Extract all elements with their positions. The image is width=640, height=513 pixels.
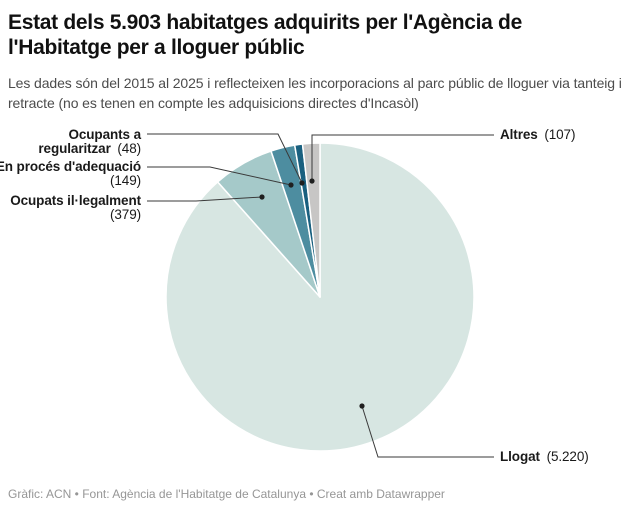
callout-line-llogat: [361, 405, 494, 458]
callout-dot-ocupats-illegalment: [259, 194, 265, 200]
chart-header: Estat dels 5.903 habitatges adquirits pe…: [8, 10, 632, 113]
callout-line: regularitzar (48): [38, 142, 141, 156]
callout-value: (379): [109, 207, 141, 222]
callout-dot-ocupants-a-regularitzar: [299, 180, 305, 186]
callout-label: Ocupats il·legalment: [10, 193, 141, 208]
pie-svg: [147, 133, 494, 458]
callout-line-ocupants-a-regularitzar: [147, 133, 303, 184]
callout-value: (107): [544, 127, 576, 142]
chart-title: Estat dels 5.903 habitatges adquirits pe…: [8, 11, 522, 59]
callout-value: (149): [109, 173, 141, 188]
callout-line: En procés d'adequació: [0, 160, 141, 174]
pie-chart: Ocupants a regularitzar (48) En procés d…: [0, 120, 640, 480]
callout-line: (149): [0, 174, 141, 188]
callout-ocupants-a-regularitzar: Ocupants a regularitzar (48): [38, 128, 141, 156]
callout-en-proces-adequacio: En procés d'adequació (149): [0, 160, 141, 188]
callout-value: (5.220): [546, 449, 589, 464]
pie-slice-altres[interactable]: [301, 142, 321, 298]
callout-line: (379): [10, 208, 141, 222]
callout-line: Ocupats il·legalment: [10, 194, 141, 208]
callout-label: En procés d'adequació: [0, 159, 141, 174]
chart-subtitle: Les dades són del 2015 al 2025 i reflect…: [8, 75, 622, 111]
callout-ocupats-illegalment: Ocupats il·legalment (379): [10, 194, 141, 222]
callout-label: Llogat: [500, 449, 540, 464]
callout-line: Ocupants a: [38, 128, 141, 142]
callout-line-ocupats-illegalment: [147, 196, 263, 202]
callout-label: Ocupants a: [68, 127, 141, 142]
callout-llogat: Llogat (5.220): [500, 450, 589, 464]
callout-dot-llogat: [359, 403, 365, 409]
callout-label: Altres: [500, 127, 538, 142]
callout-dot-altres: [309, 178, 315, 184]
callout-dot-en-proces-adequacio: [288, 182, 294, 188]
callout-value: (48): [117, 141, 141, 156]
callout-altres: Altres (107): [500, 128, 575, 142]
chart-footer: Gràfic: ACN • Font: Agència de l'Habitat…: [8, 487, 445, 501]
callout-label: regularitzar: [38, 141, 111, 156]
callout-line-altres: [311, 134, 494, 181]
callout-line-en-proces-adequacio: [147, 166, 292, 186]
